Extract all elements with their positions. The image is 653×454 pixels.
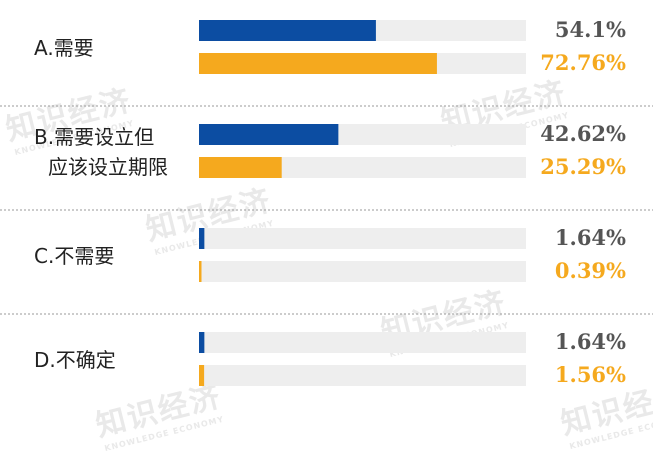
category-label: A.需要 bbox=[34, 36, 94, 60]
bar bbox=[199, 53, 437, 74]
bar bbox=[199, 228, 205, 249]
bar-track bbox=[199, 261, 526, 282]
bar-track bbox=[199, 228, 526, 249]
bar bbox=[199, 365, 205, 386]
data-label: 1.64% bbox=[555, 225, 626, 250]
category-label: B.需要设立但 bbox=[34, 125, 154, 149]
data-label: 0.39% bbox=[555, 258, 626, 283]
bar-track bbox=[199, 332, 526, 353]
data-label: 42.62% bbox=[540, 121, 626, 146]
data-label: 1.64% bbox=[555, 329, 626, 354]
bar bbox=[199, 332, 205, 353]
data-label: 1.56% bbox=[555, 362, 626, 387]
data-label: 72.76% bbox=[540, 50, 626, 75]
data-label: 25.29% bbox=[540, 154, 626, 179]
data-label: 54.1% bbox=[555, 17, 626, 42]
category-label: 应该设立期限 bbox=[48, 155, 168, 179]
bar bbox=[199, 124, 339, 145]
bar bbox=[199, 20, 376, 41]
bar bbox=[199, 261, 202, 282]
category-label: D.不确定 bbox=[34, 348, 116, 372]
bar-track bbox=[199, 365, 526, 386]
bar bbox=[199, 157, 282, 178]
category-label: C.不需要 bbox=[34, 244, 114, 268]
